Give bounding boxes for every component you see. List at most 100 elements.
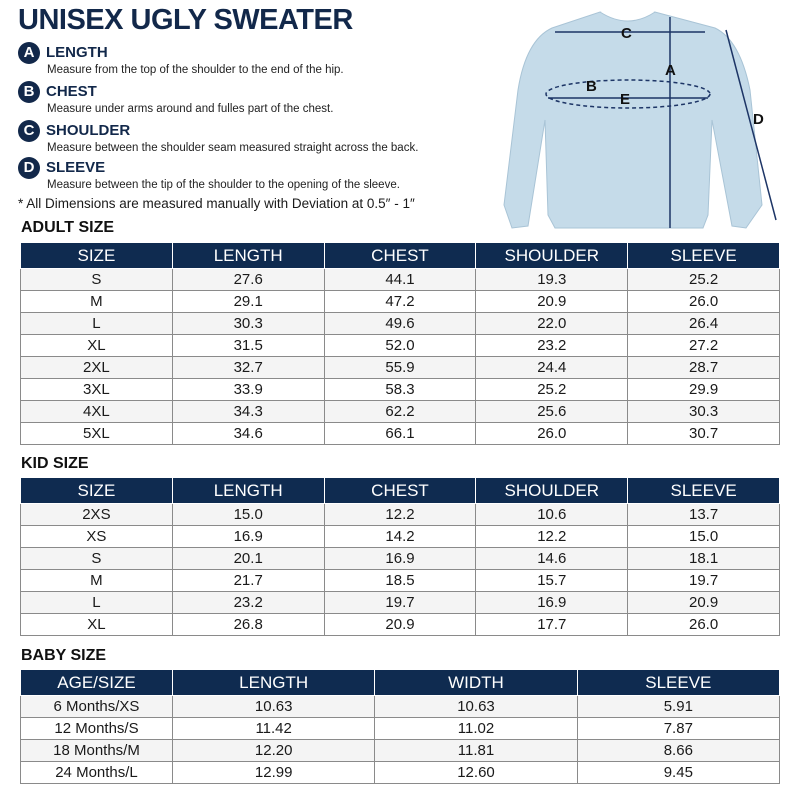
table-cell: 27.6 [171,268,325,291]
column-header: WIDTH [374,669,578,696]
table-cell: 47.2 [323,290,477,313]
table-cell: 12 Months/S [20,717,173,740]
table-cell: L [20,591,173,614]
baby-size-title: BABY SIZE [21,647,107,664]
baby-size-table: AGE/SIZE LENGTH WIDTH SLEEVE 6 Months/XS 10.6… [20,669,781,784]
table-row: L 30.3 49.6 22.0 26.4 [20,312,780,335]
column-header: LENGTH [171,242,325,269]
table-row: 24 Months/L 12.99 12.60 9.45 [20,761,781,784]
table-cell: 25.2 [627,268,780,291]
table-cell: 26.8 [171,613,325,636]
column-header: LENGTH [171,477,325,504]
table-cell: 26.0 [475,422,629,445]
table-cell: 28.7 [627,356,780,379]
table-cell: 27.2 [627,334,780,357]
table-row: 5XL 34.6 66.1 26.0 30.7 [20,422,780,445]
badge-a: A [18,42,40,64]
column-header: CHEST [323,477,477,504]
table-cell: 55.9 [323,356,477,379]
column-header: SHOULDER [475,477,629,504]
adult-size-table: SIZE LENGTH CHEST SHOULDER SLEEVE S 27.6 44.1 19… [20,242,780,445]
table-cell: 10.63 [374,695,578,718]
table-cell: 11.42 [171,717,376,740]
table-cell: 14.2 [323,525,477,548]
table-row: M 29.1 47.2 20.9 26.0 [20,290,780,313]
table-cell: 5.91 [576,695,781,718]
table-cell: 12.60 [374,761,578,784]
table-cell: 11.81 [374,739,578,762]
table-cell: 18.5 [323,569,477,592]
table-cell: 10.63 [171,695,376,718]
table-row: XL 31.5 52.0 23.2 27.2 [20,334,780,357]
table-cell: 12.2 [323,503,477,526]
table-cell: S [20,547,173,570]
table-cell: 20.1 [171,547,325,570]
table-cell: 20.9 [475,290,629,313]
table-cell: XS [20,525,173,548]
table-cell: 30.7 [627,422,780,445]
table-cell: 29.9 [627,378,780,401]
label-b: B [586,78,597,95]
table-cell: 26.0 [627,613,780,636]
table-cell: 18.1 [627,547,780,570]
table-cell: 6 Months/XS [20,695,173,718]
table-cell: 5XL [20,422,173,445]
table-cell: 7.87 [576,717,781,740]
table-cell: XL [20,334,173,357]
table-cell: 16.9 [171,525,325,548]
adult-size-title: ADULT SIZE [21,219,115,236]
table-row: 12 Months/S 11.42 11.02 7.87 [20,717,781,740]
page-title: UNISEX UGLY SWEATER [18,4,353,36]
label-a: A [665,62,676,79]
deviation-note: * All Dimensions are measured manually w… [18,196,415,211]
table-cell: 15.0 [171,503,325,526]
table-cell: 26.4 [627,312,780,335]
table-row: 4XL 34.3 62.2 25.6 30.3 [20,400,780,423]
table-cell: 24.4 [475,356,629,379]
table-row: S 27.6 44.1 19.3 25.2 [20,268,780,291]
table-cell: 20.9 [627,591,780,614]
table-cell: 22.0 [475,312,629,335]
table-cell: 24 Months/L [20,761,173,784]
table-cell: 32.7 [171,356,325,379]
column-header: SHOULDER [475,242,629,269]
table-cell: 62.2 [323,400,477,423]
table-cell: 26.0 [627,290,780,313]
table-cell: 19.7 [627,569,780,592]
sweater-shape [503,11,763,229]
table-cell: S [20,268,173,291]
table-cell: 4XL [20,400,173,423]
table-row: 18 Months/M 12.20 11.81 8.66 [20,739,781,762]
table-cell: 10.6 [475,503,629,526]
table-cell: 30.3 [171,312,325,335]
table-row: 2XS 15.0 12.2 10.6 13.7 [20,503,780,526]
table-cell: 19.3 [475,268,629,291]
table-cell: 33.9 [171,378,325,401]
table-cell: 18 Months/M [20,739,173,762]
table-cell: 15.7 [475,569,629,592]
measure-desc: Measure between the shoulder seam measur… [47,142,419,154]
table-cell: 23.2 [171,591,325,614]
table-cell: 49.6 [323,312,477,335]
sweater-diagram: C A B E D [503,11,777,229]
column-header: SIZE [20,477,173,504]
table-cell: 19.7 [323,591,477,614]
table-cell: 25.6 [475,400,629,423]
table-cell: 34.3 [171,400,325,423]
table-cell: M [20,290,173,313]
table-cell: M [20,569,173,592]
table-cell: 8.66 [576,739,781,762]
measure-desc: Measure under arms around and fulles par… [47,103,334,115]
table-cell: 30.3 [627,400,780,423]
label-d: D [753,111,764,128]
table-cell: 25.2 [475,378,629,401]
column-header: LENGTH [171,669,376,696]
measure-name: SLEEVE [46,159,106,176]
table-cell: 14.6 [475,547,629,570]
table-cell: 16.9 [475,591,629,614]
badge-d: D [18,157,40,179]
measure-desc: Measure from the top of the shoulder to … [47,64,344,76]
measure-name: CHEST [46,83,97,100]
column-header: AGE/SIZE [20,669,173,696]
table-row: L 23.2 19.7 16.9 20.9 [20,591,780,614]
